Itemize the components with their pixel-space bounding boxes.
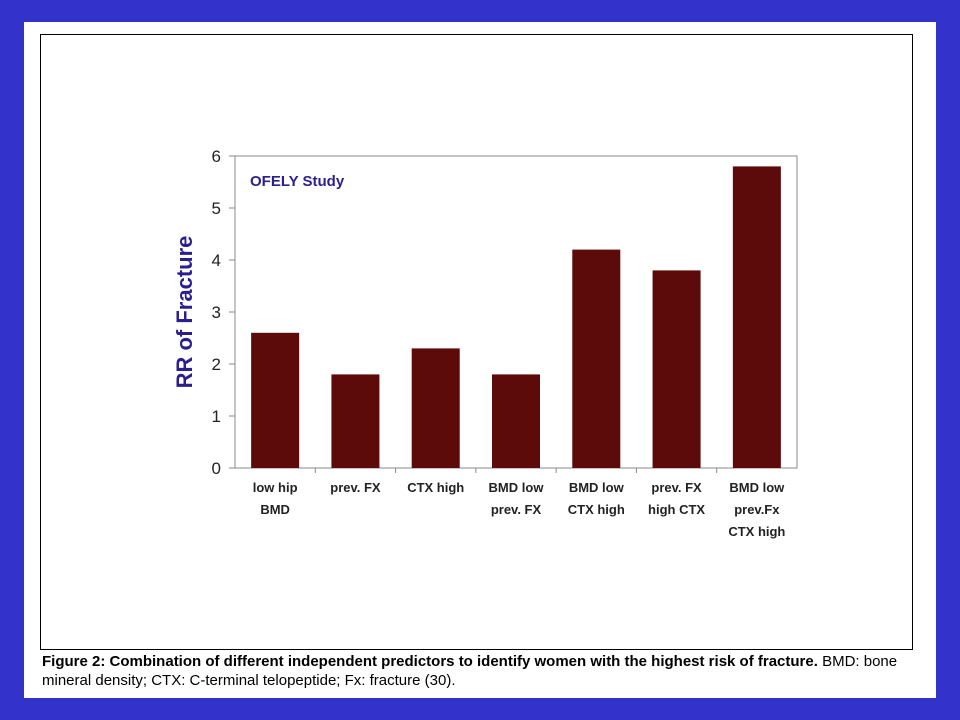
x-category-label: prev. FX	[330, 480, 381, 495]
y-tick-label: 0	[212, 459, 221, 478]
bar	[492, 374, 540, 468]
y-tick-label: 2	[212, 355, 221, 374]
chart-annotation: OFELY Study	[250, 173, 345, 190]
x-category-label: BMD low	[729, 480, 785, 495]
y-tick-label: 3	[212, 303, 221, 322]
figure-sheet: 0 1 2 3 4 5 6 RR of Fracture OFELY Study low hip B…	[24, 22, 936, 698]
y-tick-label: 1	[212, 407, 221, 426]
x-category-label: prev.Fx	[734, 502, 780, 517]
bar	[411, 348, 460, 468]
figure-caption: Figure 2: Combination of different indep…	[42, 652, 922, 690]
x-category-label: low hip	[253, 480, 298, 495]
caption-rest-text: BMD: bone mineral density; CTX: C-termin…	[42, 653, 898, 689]
x-category-label: prev. FX	[651, 480, 702, 495]
bar	[652, 270, 701, 468]
bar	[331, 374, 380, 468]
bar	[732, 166, 781, 468]
x-category-label: BMD low	[489, 480, 545, 495]
y-tick-label: 5	[212, 199, 221, 218]
x-category-label: BMD low	[569, 480, 625, 495]
x-category-label: high CTX	[648, 502, 705, 517]
y-tick-label: 6	[212, 147, 221, 166]
x-category-label: CTX high	[728, 524, 785, 539]
x-category-label: CTX high	[568, 502, 625, 517]
bar	[251, 332, 300, 468]
x-category-label: prev. FX	[491, 502, 542, 517]
caption-figure-label: Figure 2	[42, 653, 101, 670]
chart-frame	[40, 34, 913, 650]
x-category-label: CTX high	[407, 480, 464, 495]
bar	[572, 249, 621, 468]
y-axis-label: RR of Fracture	[172, 236, 197, 389]
bar-chart: 0 1 2 3 4 5 6 RR of Fracture OFELY Study low hip B…	[172, 147, 798, 539]
y-tick-label: 4	[212, 251, 221, 270]
x-category-label: BMD	[260, 502, 290, 517]
caption-bold-text: : Combination of different independent p…	[100, 653, 818, 670]
